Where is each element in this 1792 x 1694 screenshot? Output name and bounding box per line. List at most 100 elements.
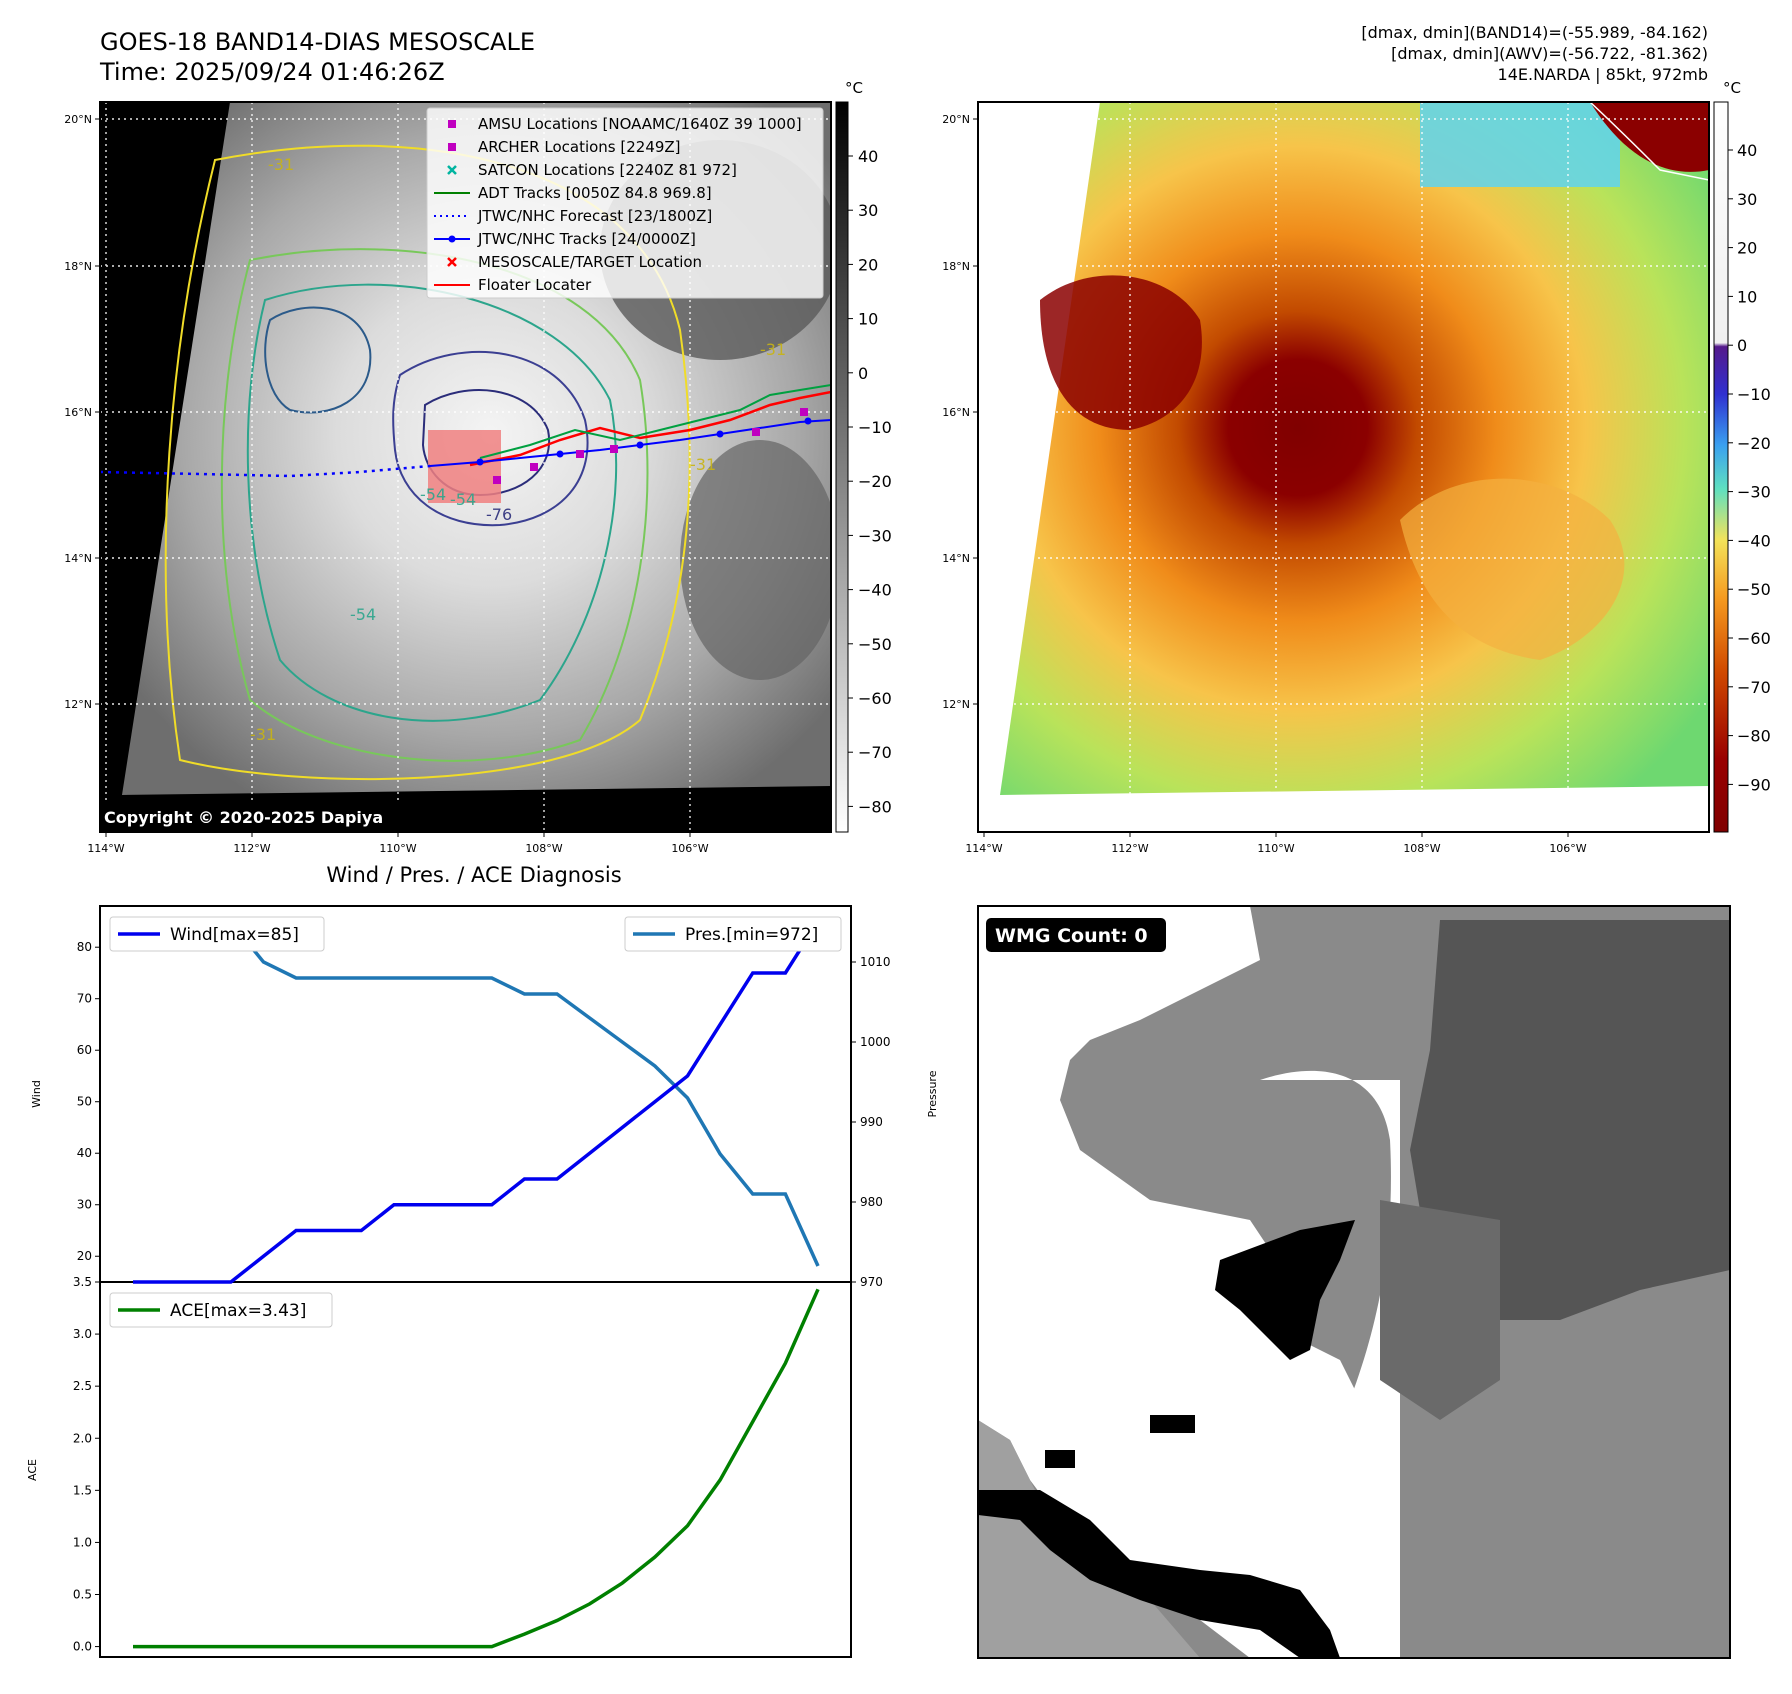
wv-lat-ticks: 20°N 18°N 16°N 14°N 12°N [942,113,978,711]
wmg-panel: WMG Count: 0 [977,905,1731,1659]
wmg-black-band [978,1490,1340,1658]
wmg-black-speck [1150,1415,1195,1433]
legend-label: ADT Tracks [0050Z 84.8 969.8] [478,184,712,202]
lat-tick-label: 16°N [64,406,92,419]
contour-label: -31 [268,155,294,174]
ir-contour-labels: -31-31-54-54-76-31-54-31 [250,155,786,744]
contour-label: -54 [350,605,376,624]
lat-tick-label: 16°N [942,406,970,419]
ir-map-panel: -31-31-54-54-76-31-54-31 Copyright © 202… [64,79,892,855]
colorbar-tick-label: 10 [858,310,878,329]
ace-tick-label: 0.5 [73,1588,92,1602]
colorbar-tick-label: −70 [858,743,892,762]
colorbar-tick-label: −90 [1737,775,1771,794]
contour-label: -31 [760,340,786,359]
contour-label: -54 [450,490,476,509]
lon-tick-label: 108°W [525,842,562,855]
copyright-box [100,803,410,832]
wv-gridlines [978,102,1709,832]
ir-map-frame [99,101,832,833]
lat-tick-label: 18°N [64,260,92,273]
ace-series-line [133,1288,820,1649]
pressure-tick-label: 970 [860,1275,883,1289]
wind-tick-label: 20 [77,1249,92,1263]
pressure-tick-label: 990 [860,1115,883,1129]
ir-colorbar-ticks: 40 30 20 10 0 −10 −20 −30 −40 −50 −60 −70 −80 [848,147,892,816]
wv-dry-region [1420,102,1620,187]
lat-tick-label: 18°N [942,260,970,273]
colorbar-tick-label: −10 [1737,385,1771,404]
wmg-cloud-white-2 [1260,1070,1400,1658]
pressure-axis-label: Pressure [926,1070,939,1117]
ace-tick-label: 3.5 [73,1275,92,1289]
colorbar-tick-label: 20 [858,255,878,274]
colorbar-tick-label: −80 [1737,727,1771,746]
wmg-cloud-white [978,906,1400,1658]
legend-marker-dot [448,235,456,243]
legend-marker-x [447,257,457,267]
legend-label: Floater Locater [478,276,592,294]
wv-colorbar-ticks: 40 30 20 10 0 −10 −20 −30 −40 −50 −60 −70 −80 −90 [1728,141,1771,794]
wv-imagery [1000,102,1709,795]
archer-points [493,408,808,484]
wmg-frame [977,905,1731,1659]
colorbar-tick-label: −30 [1737,483,1771,502]
wv-colorbar-unit: °C [1723,79,1741,97]
ace-plot: 0.0 0.5 1.0 1.5 2.0 2.5 3.0 3.5 [73,1275,820,1654]
ir-legend: AMSU Locations [NOAAMC/1640Z 39 1000] ARC… [434,115,802,294]
colorbar-tick-label: 0 [858,364,868,383]
legend-label: MESOSCALE/TARGET Location [478,253,702,271]
lon-tick-label: 112°W [1111,842,1148,855]
wind-tick-label: 50 [77,1095,92,1109]
lat-tick-label: 14°N [942,552,970,565]
wmg-label-box [986,918,1166,952]
contour-minus54 [246,283,618,722]
wind-tick-label: 40 [77,1146,92,1160]
wv-coastline [1589,102,1709,181]
pressure-legend-label: Pres.[min=972] [685,925,818,945]
figure-title: GOES-18 BAND14-DIAS MESOSCALE [100,28,535,56]
colorbar-tick-label: 40 [858,147,878,166]
colorbar-tick-label: 20 [1737,239,1757,258]
ace-tick-label: 2.5 [73,1379,92,1393]
colorbar-tick-label: −70 [1737,678,1771,697]
legend-label: SATCON Locations [2240Z 81 972] [478,161,737,179]
colorbar-tick-label: −20 [1737,434,1771,453]
wind-axis-label: Wind [30,1080,43,1108]
colorbar-tick-label: −40 [858,581,892,600]
colorbar-tick-label: 10 [1737,287,1757,306]
ace-tick-label: 3.0 [73,1327,92,1341]
ace-axes [99,1281,852,1658]
adt-track [479,384,831,459]
colorbar-tick-label: −30 [858,526,892,545]
info-awv: [dmax, dmin](AWV)=(-56.722, -81.362) [1391,44,1708,63]
colorbar-tick-label: 30 [858,201,878,220]
ir-lat-ticks: 20°N 18°N 16°N 14°N 12°N [64,113,100,711]
colorbar-tick-label: −50 [1737,580,1771,599]
ir-lon-ticks: 114°W 112°W 110°W 108°W 106°W [87,832,709,855]
wv-colorbar [1713,101,1729,833]
wmg-count-label: WMG Count: 0 [995,925,1148,947]
wmg-black-speck [1045,1450,1075,1468]
lat-tick-label: 20°N [942,113,970,126]
lat-tick-label: 12°N [64,698,92,711]
ace-tick-label: 2.0 [73,1431,92,1445]
pressure-tick-label: 1010 [860,955,891,969]
target-box [428,430,501,503]
legend-label: JTWC/NHC Tracks [24/0000Z] [477,230,696,248]
ir-colorbar [835,101,849,833]
wv-cold-region [1040,275,1202,430]
ace-axis-label: ACE [26,1459,39,1481]
colorbar-tick-label: −20 [858,472,892,491]
lat-tick-label: 20°N [64,113,92,126]
wv-map-frame [977,101,1710,833]
colorbar-tick-label: −60 [1737,629,1771,648]
legend-marker-square [448,143,456,151]
legend-label: AMSU Locations [NOAAMC/1640Z 39 1000] [478,115,802,133]
contour-minus76 [392,350,589,527]
wind-legend-box [109,916,325,952]
wind-tick-label: 30 [77,1198,92,1212]
wv-map-panel: 20°N 18°N 16°N 14°N 12°N 114°W 112°W 110°W 108°… [942,79,1771,855]
